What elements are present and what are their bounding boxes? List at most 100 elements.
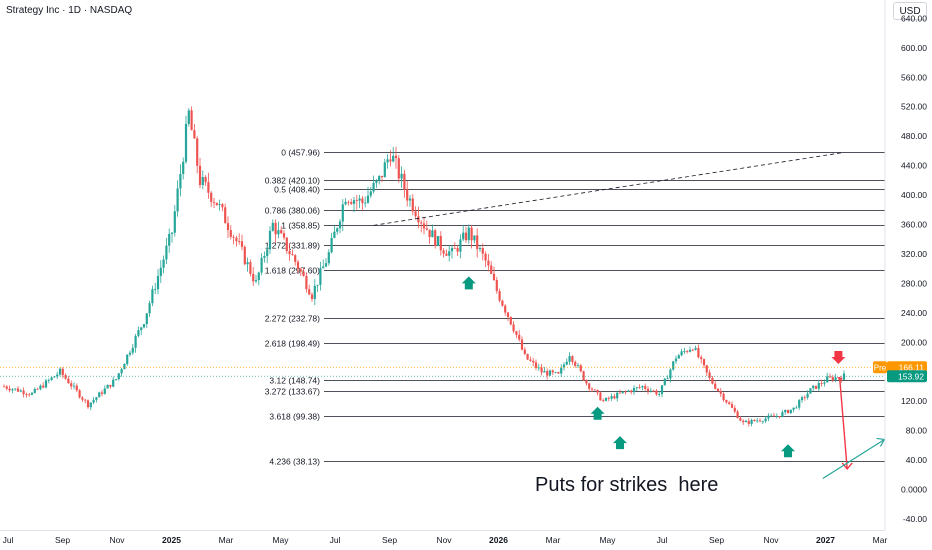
candle-body — [641, 386, 644, 388]
x-tick-label: Nov — [436, 535, 452, 545]
candle-body — [162, 259, 165, 268]
y-tick-label: 240.00 — [901, 308, 927, 318]
candle-body — [254, 280, 258, 282]
candle-body — [72, 385, 76, 387]
candle-body — [462, 232, 465, 240]
candle-body — [775, 416, 778, 417]
candle-body — [355, 200, 358, 201]
candle-body — [235, 237, 238, 242]
candle-body — [574, 361, 577, 366]
candle-body — [798, 400, 801, 408]
candle-body — [722, 393, 725, 401]
candle-body — [182, 161, 185, 174]
candle-body — [151, 289, 154, 304]
projection — [822, 376, 886, 479]
candle-body — [238, 241, 241, 242]
candle-body — [649, 390, 652, 392]
projection-up-arrowhead — [876, 437, 886, 447]
candle-body — [627, 390, 630, 392]
candle-body — [103, 388, 106, 394]
candle-body — [112, 379, 115, 387]
candle-body — [229, 230, 232, 237]
candle-body — [792, 407, 795, 410]
candle-body — [294, 255, 297, 262]
fib-level-label: 0 (457.96) — [281, 148, 320, 158]
candle-body — [632, 388, 636, 393]
candle-body — [534, 362, 538, 368]
candle-body — [173, 211, 176, 233]
candle-body — [92, 399, 95, 403]
candle-body — [364, 202, 367, 204]
candle-body — [70, 383, 73, 387]
candle-body — [58, 368, 62, 375]
y-tick-label: 0.0000 — [901, 485, 927, 495]
candle-body — [394, 155, 398, 159]
candle-body — [221, 204, 224, 208]
trendline-dashed — [373, 152, 845, 226]
candle-body — [697, 347, 700, 358]
candle-body — [436, 236, 440, 246]
candle-body — [638, 387, 641, 389]
candle-body — [512, 324, 515, 332]
candle-body — [64, 375, 67, 379]
fib-level-label: 4.236 (38.13) — [269, 457, 320, 467]
candle-body — [501, 300, 504, 306]
candle-body — [397, 158, 400, 179]
candle-body — [652, 390, 655, 392]
candle-body — [366, 195, 370, 203]
candle-body — [30, 392, 34, 395]
candle-body — [711, 377, 714, 384]
candle-body — [730, 404, 734, 408]
candle-body — [498, 291, 501, 301]
candle-body — [204, 177, 207, 183]
candle-body — [607, 397, 610, 399]
candle-body — [529, 359, 532, 361]
candle-body — [218, 204, 221, 206]
candle-body — [467, 227, 470, 241]
candle-body — [296, 261, 300, 270]
x-tick-label: Sep — [382, 535, 397, 545]
candle-body — [728, 402, 731, 405]
candle-body — [417, 216, 420, 223]
candle-body — [635, 387, 638, 389]
y-tick-label: 200.00 — [901, 337, 927, 347]
fib-level-label: 0.5 (408.40) — [274, 185, 320, 195]
candle-body — [305, 275, 308, 290]
candle-body — [770, 415, 773, 417]
x-tick-label: Nov — [109, 535, 125, 545]
candle-body — [537, 367, 540, 369]
candle-body — [344, 201, 347, 205]
candle-body — [392, 155, 395, 162]
candle-body — [674, 358, 678, 362]
candle-body — [585, 380, 588, 384]
x-tick-label: Nov — [763, 535, 779, 545]
candle-body — [764, 418, 767, 422]
candle-body — [193, 130, 196, 139]
candle-body — [414, 211, 417, 217]
candle-body — [456, 248, 459, 252]
x-tick-label: Sep — [55, 535, 70, 545]
candle-body — [89, 402, 92, 408]
candle-body — [677, 355, 680, 359]
candle-body — [565, 361, 568, 365]
candle-body — [361, 198, 364, 203]
candle-body — [8, 388, 11, 391]
candle-body — [756, 420, 759, 422]
candle-body — [179, 173, 182, 189]
candle-body — [389, 159, 392, 162]
candle-body — [140, 327, 143, 331]
x-tick-label: Sep — [709, 535, 724, 545]
candle-body — [308, 289, 311, 295]
candle-body — [506, 312, 510, 317]
candle-body — [680, 351, 683, 356]
candle-body — [25, 394, 28, 395]
candle-body — [812, 385, 815, 389]
y-tick-label: 320.00 — [901, 249, 927, 259]
candle-body — [834, 377, 837, 381]
candle-body — [814, 385, 818, 389]
candle-body — [319, 268, 322, 285]
currency-button[interactable]: USD — [893, 2, 927, 20]
candle-body — [509, 316, 512, 325]
candle-body — [36, 388, 39, 390]
